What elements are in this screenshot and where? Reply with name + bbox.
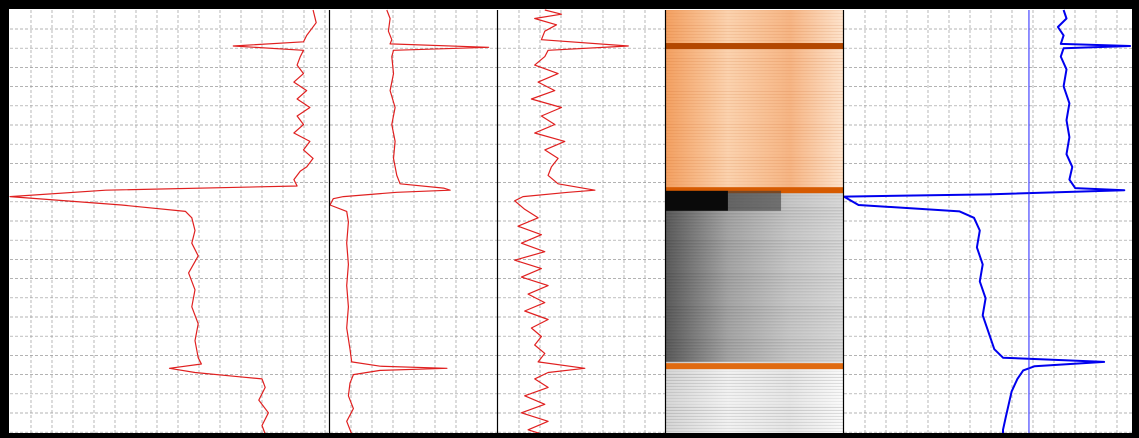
- plot-background: [9, 9, 1134, 435]
- image-zone-orange: [666, 10, 843, 193]
- image-zone-light: [666, 361, 843, 434]
- track-5-curve: [843, 9, 1132, 434]
- image-band-3: [666, 363, 843, 370]
- image-band-fade: [727, 190, 782, 211]
- track-2-grid: [330, 10, 497, 434]
- track-3: [496, 9, 665, 435]
- image-band-0: [666, 43, 843, 50]
- track-3-curve: [514, 9, 629, 435]
- track-2: [328, 9, 497, 435]
- image-band-1: [666, 187, 843, 194]
- track-4: [664, 10, 843, 435]
- track-5: [842, 9, 1133, 434]
- track-1-grid: [10, 10, 329, 434]
- track-1-curve: [9, 9, 317, 435]
- track-3-grid: [498, 10, 665, 434]
- track-1: [9, 9, 329, 435]
- plot-frame: [3, 3, 1138, 438]
- image-zone-gray: [666, 192, 843, 362]
- image-band-dark: [666, 190, 728, 211]
- track-2-curve: [329, 9, 490, 435]
